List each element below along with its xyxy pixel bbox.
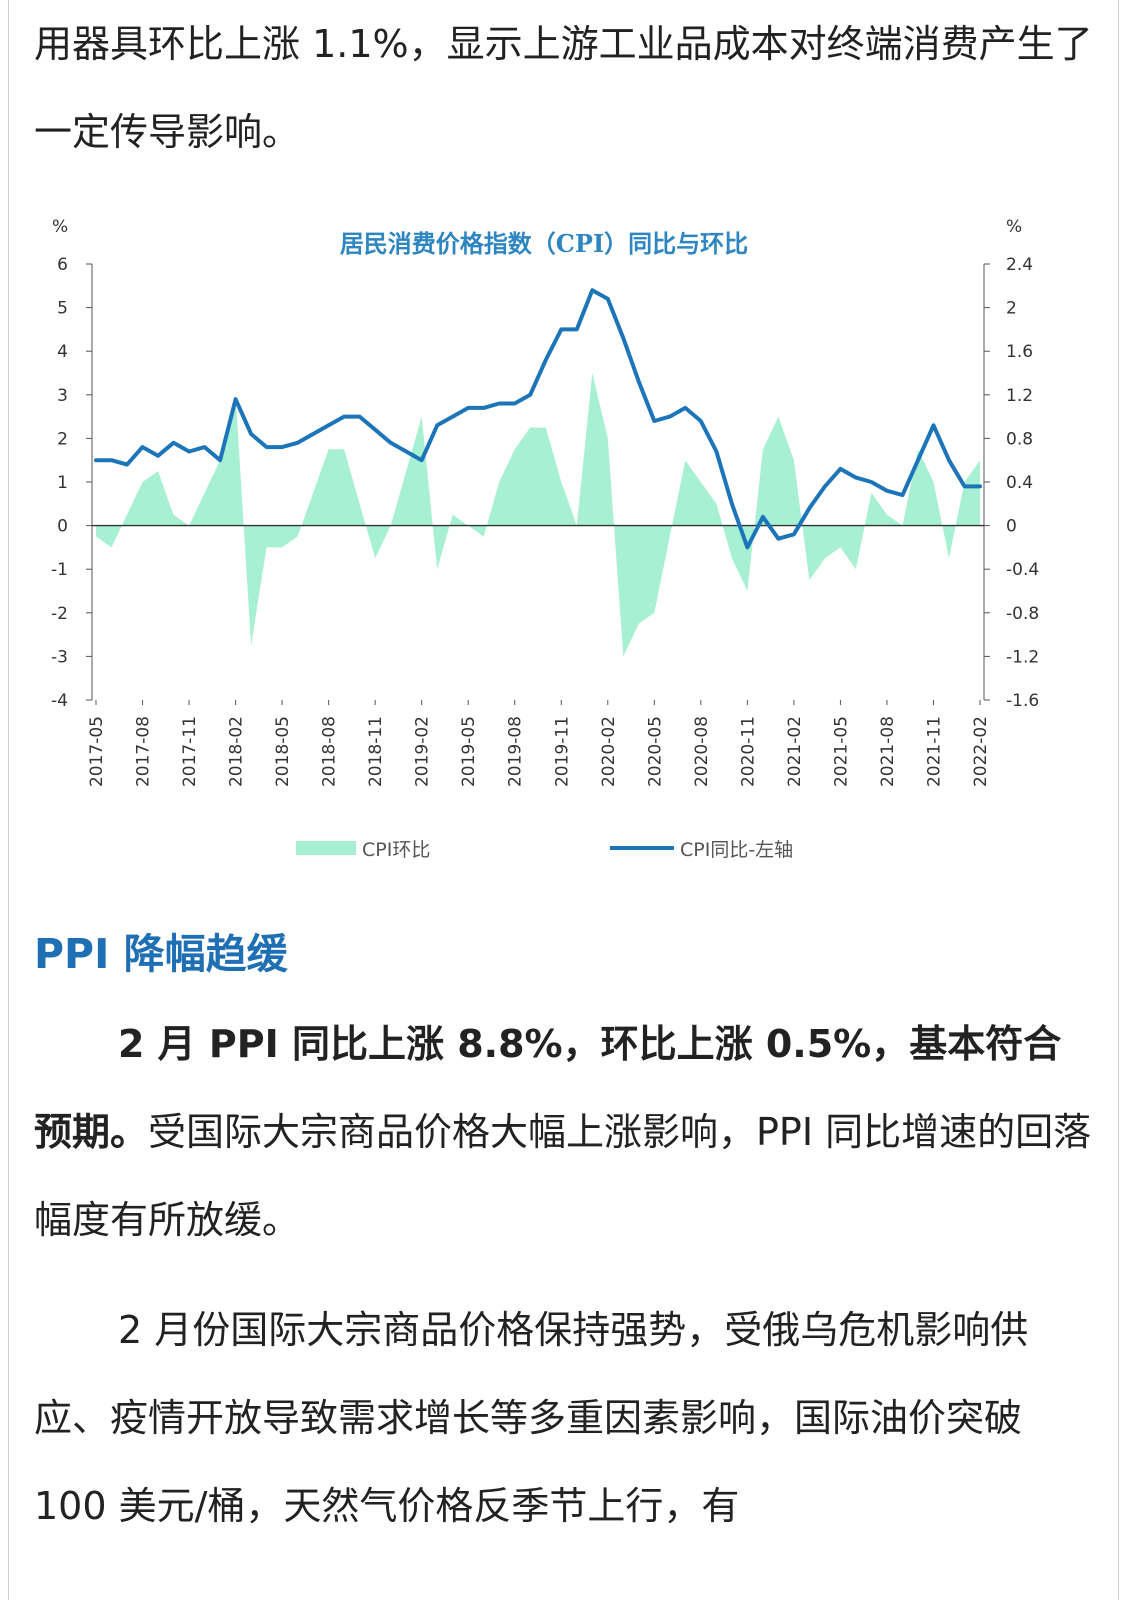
- x-tick-label: 2020-11: [738, 716, 758, 787]
- x-tick-label: 2020-02: [599, 716, 619, 787]
- left-tick-label: 4: [57, 342, 68, 362]
- paragraph-commodity-text: 2 月份国际大宗商品价格保持强势，受俄乌危机影响供应、疫情开放导致需求增长等多重…: [34, 1308, 1029, 1528]
- x-tick-label: 2018-11: [366, 716, 386, 787]
- right-tick-label: -1.2: [1006, 647, 1039, 667]
- paragraph-ppi-normal: 受国际大宗商品价格大幅上涨影响，PPI 同比增速的回落幅度有所放缓。: [34, 1110, 1092, 1242]
- x-tick-label: 2019-02: [413, 716, 433, 787]
- x-tick-label: 2017-08: [134, 716, 154, 787]
- right-tick-label: -1.6: [1006, 691, 1039, 711]
- legend-label-cpi-mom: CPI环比: [362, 839, 430, 861]
- left-tick-label: 2: [57, 429, 68, 449]
- series-line-cpi-yoy: [94, 288, 982, 550]
- page-frame: [8, 0, 1119, 1600]
- paragraph-ppi-bold: 2 月 PPI 同比上涨 8.8%，环比上涨 0.5%，基本符合预期。: [34, 1022, 1062, 1154]
- right-tick-label: -0.8: [1006, 604, 1039, 624]
- x-tick-label: 2020-05: [645, 716, 665, 787]
- left-tick-label: -3: [51, 647, 68, 667]
- x-tick-label: 2017-11: [180, 716, 200, 787]
- paragraph-cpi-transmission: 用器具环比上涨 1.1%，显示上游工业品成本对终端消费产生了一定传导影响。: [34, 22, 1093, 154]
- left-tick-label: -2: [51, 604, 68, 624]
- right-axis-unit: %: [1006, 217, 1022, 237]
- left-axis-unit: %: [52, 217, 68, 237]
- x-tick-label: 2019-08: [506, 716, 526, 787]
- x-tick-label: 2021-05: [831, 716, 851, 787]
- series-area-cpi-mom: [96, 373, 980, 657]
- section-heading-ppi: PPI 降幅趋缓: [34, 930, 288, 978]
- left-tick-label: 3: [57, 386, 68, 406]
- x-tick-label: 2018-08: [320, 716, 340, 787]
- x-tick-label: 2020-08: [692, 716, 712, 787]
- x-tick-label: 2022-02: [971, 716, 991, 787]
- right-tick-label: 1.6: [1006, 342, 1033, 362]
- cpi-chart: % % 居民消费价格指数（CPI）同比与环比 6 5 4 3 2 1 0 -1 -2 -3 -4 2.…: [51, 217, 1039, 861]
- right-tick-label: 0.8: [1006, 429, 1033, 449]
- x-tick-label: 2018-02: [227, 716, 247, 787]
- x-tick-label: 2019-05: [459, 716, 479, 787]
- right-tick-label: 1.2: [1006, 386, 1033, 406]
- right-tick-label: 2.4: [1006, 255, 1033, 275]
- right-tick-label: -0.4: [1006, 560, 1039, 580]
- x-tick-label: 2021-02: [785, 716, 805, 787]
- x-tick-label: 2021-08: [878, 716, 898, 787]
- left-tick-label: -4: [51, 691, 68, 711]
- x-tick-label: 2021-11: [924, 716, 944, 787]
- legend-swatch-cpi-mom: [296, 841, 356, 855]
- left-tick-label: 1: [57, 473, 68, 493]
- paragraph-commodity: 2 月份国际大宗商品价格保持强势，受俄乌危机影响供应、疫情开放导致需求增长等多重…: [34, 1286, 1096, 1550]
- right-tick-label: 0.4: [1006, 473, 1033, 493]
- paragraph-ppi-summary: 2 月 PPI 同比上涨 8.8%，环比上涨 0.5%，基本符合预期。受国际大宗…: [34, 1000, 1096, 1264]
- right-tick-label: 2: [1006, 299, 1017, 319]
- left-tick-label: 0: [57, 517, 68, 537]
- legend-label-cpi-yoy: CPI同比-左轴: [680, 839, 793, 861]
- x-tick-label: 2019-11: [552, 716, 572, 787]
- left-tick-label: 6: [57, 255, 68, 275]
- right-tick-label: 0: [1006, 517, 1017, 537]
- x-tick-label: 2017-05: [87, 716, 107, 787]
- left-tick-label: -1: [51, 560, 68, 580]
- chart-title: 居民消费价格指数（CPI）同比与环比: [340, 229, 748, 258]
- x-tick-label: 2018-05: [273, 716, 293, 787]
- left-tick-label: 5: [57, 299, 68, 319]
